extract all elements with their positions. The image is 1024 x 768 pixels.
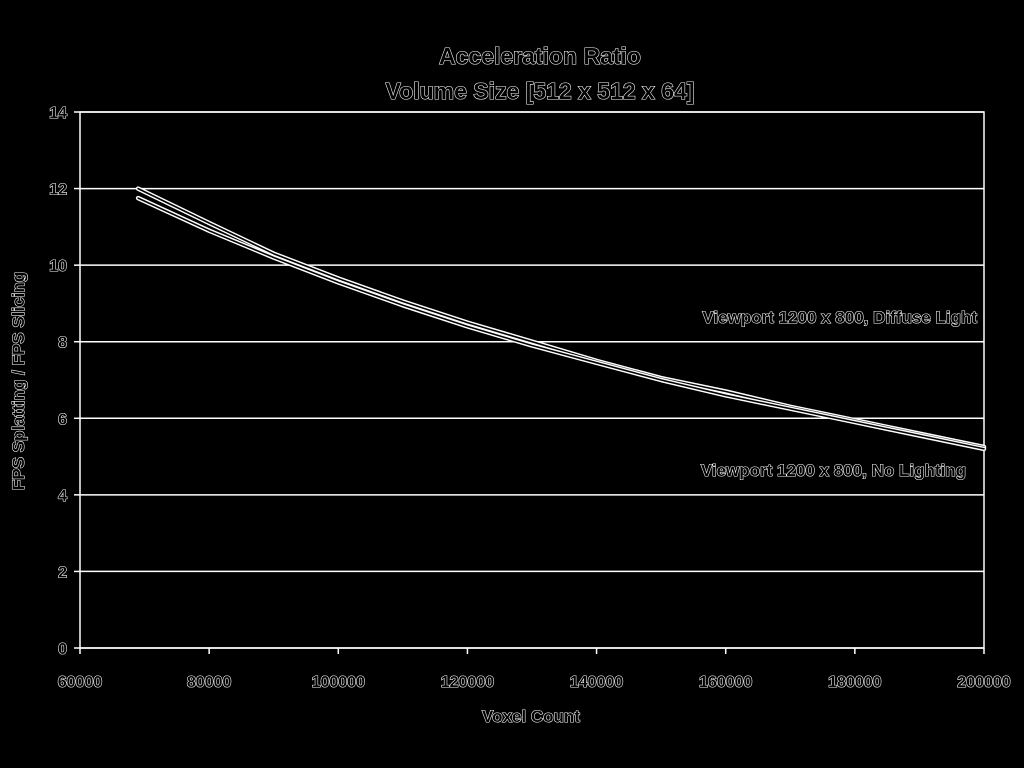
data-point bbox=[725, 391, 727, 393]
series-label-diffuse-light: Viewport 1200 x 800, Diffuse Light bbox=[702, 308, 977, 327]
data-point bbox=[596, 362, 598, 364]
y-tick-label: 6 bbox=[58, 411, 67, 428]
x-tick-label: 140000 bbox=[570, 674, 623, 691]
data-point bbox=[273, 253, 275, 255]
data-point bbox=[137, 188, 139, 190]
series-lines bbox=[135, 186, 987, 452]
chart-title: Acceleration Ratio bbox=[439, 43, 641, 69]
series-label-no-lighting: Viewport 1200 x 800, No Lighting bbox=[701, 461, 966, 480]
data-point bbox=[467, 322, 469, 324]
x-tick-label: 160000 bbox=[699, 674, 752, 691]
y-tick-label: 2 bbox=[58, 564, 67, 581]
y-tick-label: 8 bbox=[58, 335, 67, 352]
data-point bbox=[725, 395, 727, 397]
data-point bbox=[531, 341, 533, 343]
axes: 0 2 4 6 8 10 12 14 60000 80000 100000 120000 140000 1… bbox=[49, 104, 1012, 691]
y-tick-label: 14 bbox=[49, 105, 67, 122]
data-point bbox=[137, 197, 139, 199]
series-line-no-lighting bbox=[135, 195, 987, 452]
data-point bbox=[919, 435, 921, 437]
y-tick-label: 0 bbox=[58, 641, 67, 658]
y-tick-label: 12 bbox=[49, 182, 67, 199]
data-point bbox=[208, 230, 210, 232]
x-tick-label: 180000 bbox=[828, 674, 881, 691]
data-point bbox=[402, 301, 404, 303]
data-point bbox=[402, 305, 404, 307]
data-point bbox=[660, 379, 662, 381]
data-point bbox=[338, 282, 340, 284]
y-axis-title: FPS Splatting / FPS Slicing bbox=[9, 272, 28, 490]
x-tick-label: 80000 bbox=[187, 674, 232, 691]
chart-subtitle: Volume Size [512 x 512 x 64] bbox=[386, 78, 695, 104]
data-point bbox=[983, 448, 985, 450]
plot-area-frame bbox=[79, 111, 985, 649]
data-point bbox=[790, 408, 792, 410]
x-tick-label: 200000 bbox=[957, 674, 1010, 691]
data-point bbox=[854, 421, 856, 423]
data-point bbox=[208, 222, 210, 224]
x-tick-label: 60000 bbox=[58, 674, 103, 691]
x-tick-label: 120000 bbox=[441, 674, 494, 691]
data-point bbox=[467, 326, 469, 328]
data-point bbox=[273, 257, 275, 259]
y-tick-label: 10 bbox=[49, 258, 67, 275]
series-line-core bbox=[137, 197, 985, 450]
y-tick-label: 4 bbox=[58, 488, 67, 505]
x-tick-label: 100000 bbox=[312, 674, 365, 691]
x-axis-title: Voxel Count bbox=[482, 707, 580, 726]
data-point bbox=[338, 278, 340, 280]
data-point bbox=[531, 345, 533, 347]
